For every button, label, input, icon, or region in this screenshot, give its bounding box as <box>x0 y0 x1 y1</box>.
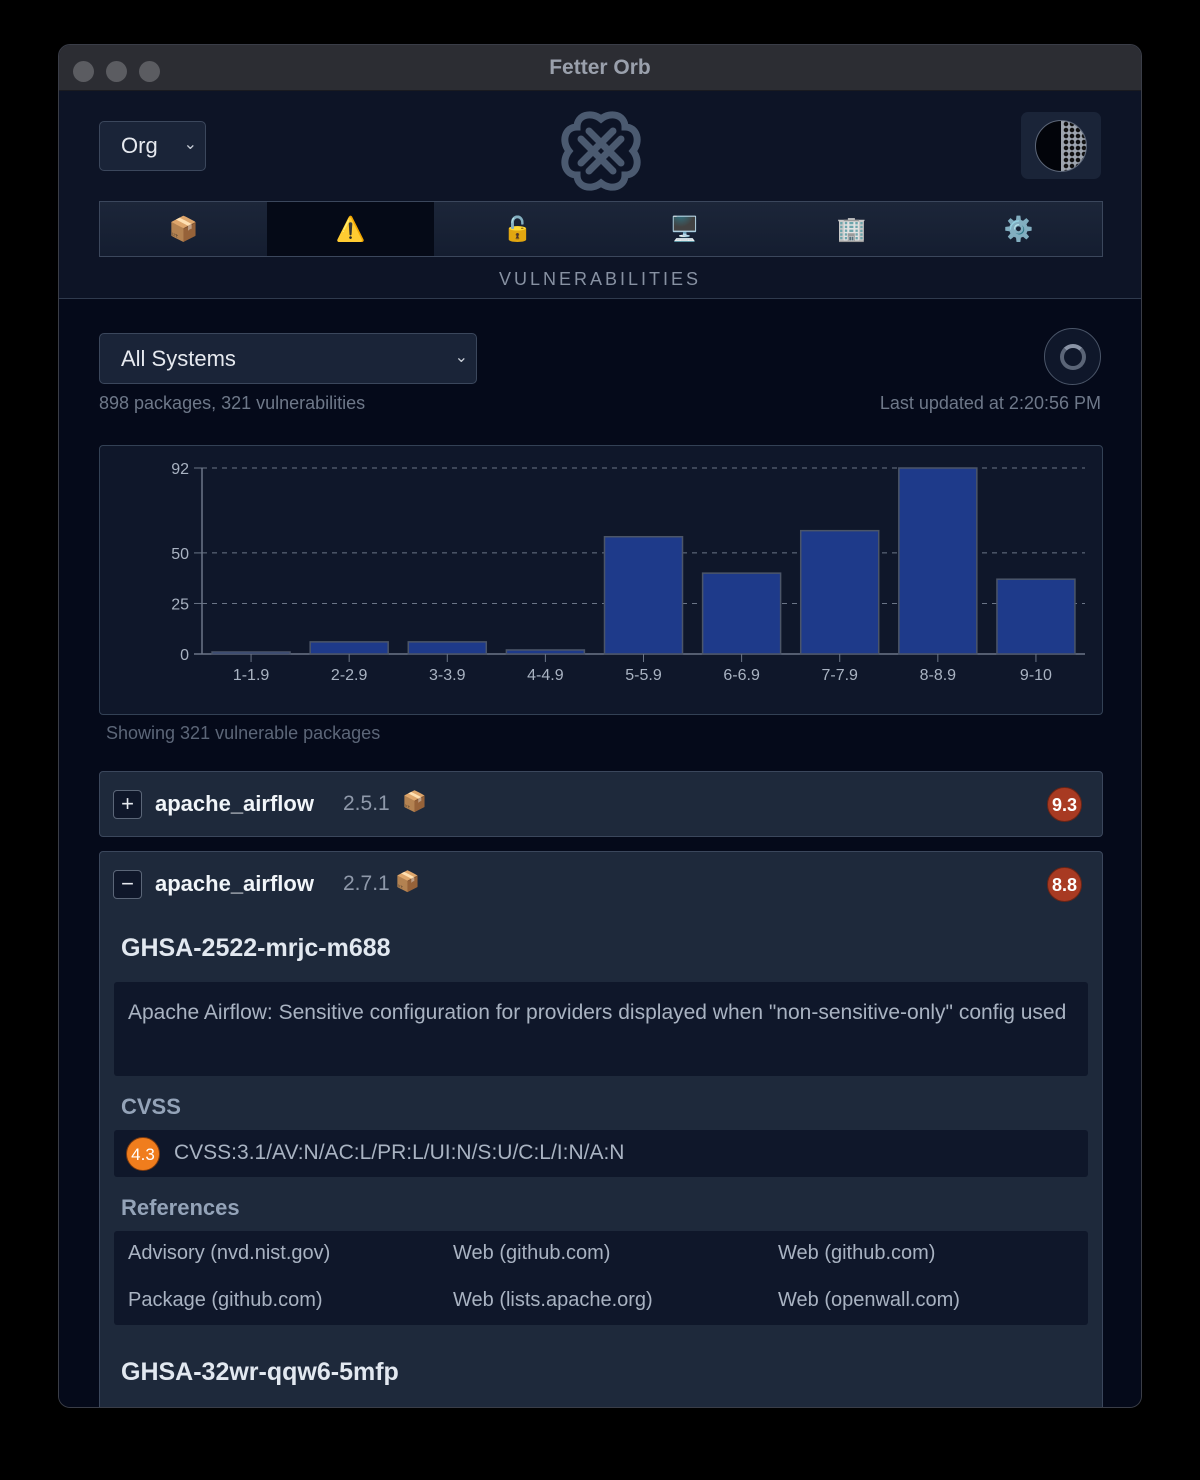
minimize-window-button[interactable] <box>106 61 127 82</box>
vulnerability-id: GHSA-32wr-qqw6-5mfp <box>121 1358 399 1386</box>
package-row: − apache_airflow 2.7.1 📦 8.8 GHSA-2522-m… <box>99 851 1103 1407</box>
references-label: References <box>121 1195 240 1220</box>
reference-link[interactable]: Advisory (nvd.nist.gov) <box>128 1242 331 1264</box>
main-content: All Systems ⌄ 898 packages, 321 vulnerab… <box>59 299 1141 1407</box>
reference-link[interactable]: Web (github.com) <box>778 1242 936 1264</box>
tab-security[interactable]: 🔓 <box>434 202 601 256</box>
severity-badge: 8.8 <box>1047 867 1082 902</box>
package-row-header[interactable]: − apache_airflow 2.7.1 📦 8.8 <box>100 852 1102 916</box>
package-icon: 📦 <box>168 215 199 243</box>
collapse-button[interactable]: − <box>113 870 142 899</box>
package-icon: 📦 <box>402 791 427 813</box>
package-name: apache_airflow <box>155 791 314 816</box>
tab-systems[interactable]: 🖥️ <box>601 202 768 256</box>
histogram-bar[interactable] <box>799 529 880 655</box>
window-title: Fetter Orb <box>549 56 651 79</box>
y-tick-label: 25 <box>171 596 189 613</box>
computer-icon: 🖥️ <box>669 215 700 243</box>
vulnerability-description: Apache Airflow: Sensitive configuration … <box>114 982 1088 1076</box>
package-summary: 898 packages, 321 vulnerabilities <box>99 393 366 413</box>
refresh-spinner-icon <box>1060 344 1086 370</box>
histogram-bar[interactable] <box>996 578 1076 655</box>
reference-link[interactable]: Package (github.com) <box>128 1289 323 1311</box>
section-title: VULNERABILITIES <box>498 269 702 289</box>
x-tick-label: 7-7.9 <box>821 667 858 684</box>
cvss-vector: CVSS:3.1/AV:N/AC:L/PR:L/UI:N/S:U/C:L/I:N… <box>174 1141 625 1164</box>
expand-button[interactable]: + <box>113 790 142 819</box>
x-tick-label: 5-5.9 <box>625 667 662 684</box>
last-updated: Last updated at 2:20:56 PM <box>879 393 1101 413</box>
x-tick-label: 6-6.9 <box>723 667 760 684</box>
histogram-bar[interactable] <box>309 641 389 655</box>
x-tick-label: 9-10 <box>1020 667 1052 684</box>
avatar <box>1035 120 1087 172</box>
package-icon: 📦 <box>395 871 420 893</box>
title-bar: Fetter Orb <box>59 45 1141 91</box>
y-tick-label: 50 <box>171 546 189 563</box>
reference-link[interactable]: Web (openwall.com) <box>778 1289 960 1311</box>
histogram-bar[interactable] <box>603 535 684 655</box>
celtic-knot-logo-icon <box>561 111 641 191</box>
x-tick-label: 4-4.9 <box>527 667 564 684</box>
histogram-bar[interactable] <box>701 572 782 655</box>
reference-link[interactable]: Web (github.com) <box>453 1242 611 1264</box>
cvss-row: 4.3 CVSS:3.1/AV:N/AC:L/PR:L/UI:N/S:U/C:L… <box>114 1130 1088 1177</box>
warning-icon: ⚠️ <box>335 215 366 243</box>
severity-histogram: 0 25 50 92 1-1.9 2-2.9 3-3.9 4-4.9 5-5.9 6-6.9 7-7… <box>99 445 1103 715</box>
tab-packages[interactable]: 📦 <box>100 202 267 256</box>
building-icon: 🏢 <box>836 215 867 243</box>
severity-badge: 9.3 <box>1047 787 1082 822</box>
gear-icon: ⚙️ <box>1003 215 1034 243</box>
histogram-bar[interactable] <box>211 651 291 655</box>
profile-button[interactable] <box>1021 112 1101 179</box>
histogram-bar[interactable] <box>898 467 978 655</box>
system-select-value: All Systems <box>121 346 236 371</box>
package-row[interactable]: + apache_airflow 2.5.1 📦 9.3 <box>99 771 1103 837</box>
chart-caption: Showing 321 vulnerable packages <box>106 723 381 743</box>
vulnerability-id: GHSA-2522-mrjc-m688 <box>121 934 391 962</box>
tab-organization[interactable]: 🏢 <box>768 202 935 256</box>
main-tabs: 📦 ⚠️ 🔓 🖥️ 🏢 ⚙️ <box>99 201 1103 257</box>
y-tick-label: 0 <box>180 647 189 664</box>
bar-chart: 0 25 50 92 1-1.9 2-2.9 3-3.9 4-4.9 5-5.9 6-6.9 7-7… <box>171 461 1085 684</box>
histogram-bar[interactable] <box>407 641 488 655</box>
scope-select-value: Org <box>121 133 158 158</box>
refresh-button[interactable] <box>1044 328 1101 385</box>
references-list: Advisory (nvd.nist.gov) Web (github.com)… <box>114 1231 1088 1325</box>
app-window: Fetter Orb Org ⌄ 📦 ⚠️ 🔓 <box>58 44 1142 1408</box>
chevron-down-icon: ⌄ <box>454 349 468 366</box>
package-row-header[interactable]: + apache_airflow 2.5.1 📦 9.3 <box>100 772 1102 836</box>
cvss-score-badge: 4.3 <box>126 1137 160 1171</box>
package-version: 2.7.1 <box>343 872 390 895</box>
window-controls <box>73 61 160 82</box>
tab-vulnerabilities[interactable]: ⚠️ <box>267 202 434 256</box>
x-tick-label: 3-3.9 <box>429 667 466 684</box>
x-tick-label: 2-2.9 <box>331 667 368 684</box>
chevron-down-icon: ⌄ <box>183 136 197 153</box>
cvss-label: CVSS <box>121 1094 181 1119</box>
zoom-window-button[interactable] <box>139 61 160 82</box>
system-select[interactable]: All Systems ⌄ <box>99 333 477 384</box>
x-tick-label: 8-8.9 <box>920 667 957 684</box>
y-tick-label: 92 <box>171 461 189 478</box>
histogram-bar[interactable] <box>505 649 586 655</box>
tab-settings[interactable]: ⚙️ <box>935 202 1102 256</box>
package-name: apache_airflow <box>155 871 314 896</box>
package-version: 2.5.1 <box>343 792 390 815</box>
close-window-button[interactable] <box>73 61 94 82</box>
scope-select[interactable]: Org ⌄ <box>99 121 206 171</box>
app-header: Org ⌄ 📦 ⚠️ 🔓 🖥️ <box>59 91 1141 299</box>
lock-icon: 🔓 <box>502 215 533 243</box>
reference-link[interactable]: Web (lists.apache.org) <box>453 1289 653 1311</box>
x-tick-label: 1-1.9 <box>233 667 270 684</box>
